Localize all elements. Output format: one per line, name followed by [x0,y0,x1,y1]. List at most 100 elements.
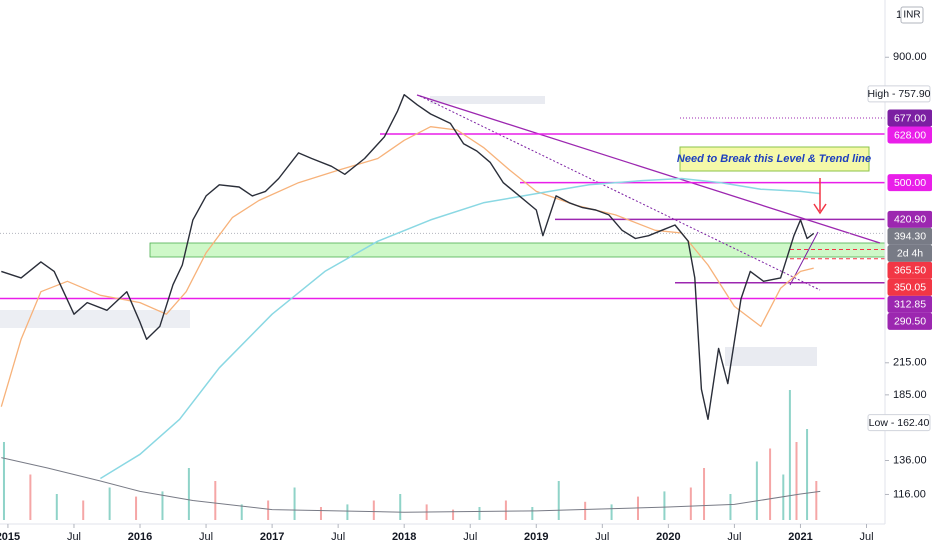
volume-bar [689,487,692,520]
price-tag-label: 500.00 [894,177,926,189]
volume-bar [319,507,322,520]
range-box [430,96,545,104]
trend-line [416,94,881,244]
volume-bar [584,501,587,520]
volume-bar [788,390,791,520]
price-line [1,94,815,420]
price-tag-box [887,227,932,245]
x-tick-label: 2015 [0,531,20,543]
scale-mode: 1 [896,9,902,21]
volume-bar [782,474,785,520]
volume-bar [504,500,507,520]
x-tick-label: 2018 [392,531,416,543]
volume-bar [610,504,613,520]
volume-bar [346,504,349,520]
volume-bar [29,474,32,520]
x-tick-label: 2017 [260,531,284,543]
volume-bar [478,507,481,520]
price-tag: 312.85 [887,295,932,313]
price-tag-label: 420.90 [894,214,926,226]
volume-bar [769,448,772,520]
currency-box[interactable] [900,6,924,24]
volume-bar [452,509,455,520]
price-tag: 500.00 [887,174,932,192]
volume-bar [815,481,818,520]
price-tag-label: 365.50 [894,265,926,277]
x-tick-label: Jul [67,531,81,543]
volume-bar [161,491,164,520]
x-tick-label: 2019 [524,531,548,543]
price-tag: 350.05 [887,278,932,296]
volume-bar [267,500,270,520]
price-tag-box [887,174,932,192]
price-tag-box [867,85,931,103]
price-tag-box [887,278,932,296]
currency[interactable]: INR [903,10,920,21]
price-tag: 394.30 [887,227,932,245]
volume-bar [531,507,534,520]
x-tick-label: 2016 [128,531,152,543]
price-tag-label: 290.50 [894,316,926,328]
price-tag-box [887,295,932,313]
x-tick-label: Jul [595,531,609,543]
volume-bar [187,468,190,520]
volume-bar [240,504,243,520]
price-tag: 2d 4h [887,244,932,262]
price-tag-box [887,126,932,144]
price-tag-label: 2d 4h [897,248,923,260]
x-tick-label: Jul [727,531,741,543]
volume-bar [135,496,138,520]
price-tag: High - 757.90 [867,85,931,103]
volume-bar [806,429,809,520]
price-tag-box [867,414,931,432]
volume-bar [703,468,706,520]
arrow-head [813,203,827,215]
volume-bar [82,500,85,520]
volume-bar [729,494,732,520]
price-tag-box [887,244,932,262]
annotation-box [679,146,870,172]
plot-area [0,94,885,520]
volume-bar [55,494,58,520]
price-tag-label: 350.05 [894,282,926,294]
price-tag-box [887,261,932,279]
volume-bar [663,491,666,520]
price-tag: Low - 162.40 [867,414,931,432]
price-tag-box [887,210,932,228]
y-tick-label: 185.00 [893,389,927,401]
y-tick-label: 900.00 [893,51,927,63]
price-line [100,177,821,480]
volume-bar [755,461,758,520]
volume-bar [293,487,296,520]
x-tick-label: Jul [463,531,477,543]
price-tag-label: 394.30 [894,231,926,243]
price-tag-label: 312.85 [894,299,926,311]
x-tick-label: Jul [331,531,345,543]
price-tag-box [887,312,932,330]
price-tag: 628.00 [887,126,932,144]
trend-line [419,95,821,291]
price-tag-label: Low - 162.40 [869,417,930,429]
price-line [0,126,814,407]
price-tag: 365.50 [887,261,932,279]
price-tag: 420.90 [887,210,932,228]
price-tag: 290.50 [887,312,932,330]
y-tick-label: 116.00 [893,488,926,500]
volume-bar [795,442,798,520]
price-tag-label: 628.00 [894,129,926,141]
price-tag-box [887,109,932,127]
price-tag-label: 677.00 [894,112,926,124]
annotation: Need to Break this Level & Trend line [677,153,871,165]
volume-bar [372,500,375,520]
volume-bar [399,494,402,520]
support-zone [149,242,885,258]
volume-ma [1,457,821,513]
x-tick-label: 2020 [656,531,680,543]
volume-bar [557,481,560,520]
y-tick-label: 136.00 [893,454,927,466]
volume-bar [2,442,5,520]
price-tag: 677.00 [887,109,932,127]
y-tick-label: 215.00 [893,357,927,369]
range-box [0,310,190,328]
